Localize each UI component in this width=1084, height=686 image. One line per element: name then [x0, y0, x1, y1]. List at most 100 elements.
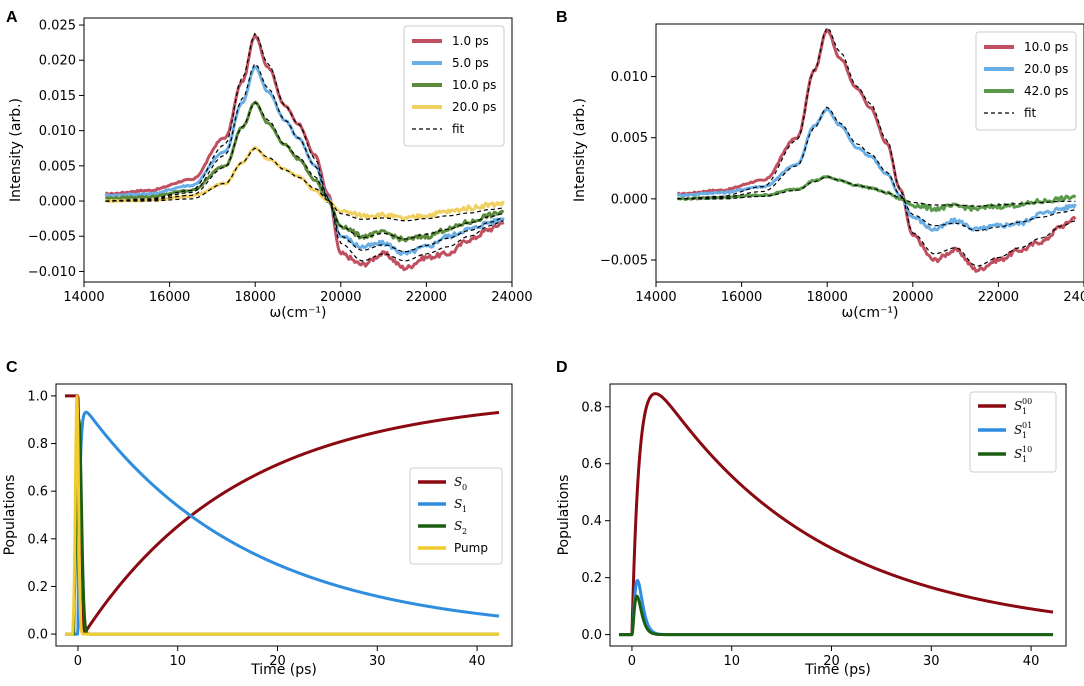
- y-axis-label: Intensity (arb.): [8, 98, 24, 202]
- x-tick-label: 40: [469, 654, 486, 669]
- panel-d: D 0 10 20 30 400.00.20.40.60.8 Time (ps) Pop…: [556, 359, 1067, 678]
- legend-label: 20.0 ps: [452, 100, 496, 114]
- fit-line: [677, 176, 1076, 207]
- x-tick-label: 22000: [978, 290, 1019, 305]
- y-tick-label: 0.6: [27, 485, 48, 500]
- y-axis-label: Populations: [556, 475, 572, 556]
- axis-ticks: 14000 16000 18000 20000 22000 24000 −0.005 0.00…: [600, 70, 1084, 305]
- series-line-d10: [617, 594, 1055, 637]
- legend-superscript: 01: [1022, 421, 1032, 430]
- y-tick-label: 0.010: [611, 70, 648, 85]
- y-tick-label: 0.020: [39, 54, 76, 69]
- legend-label: S: [1014, 399, 1022, 413]
- y-tick-label: 1.0: [27, 389, 48, 404]
- y-tick-label: 0.005: [611, 131, 648, 146]
- legend-subscript: 1: [1022, 455, 1027, 464]
- legend-label: 10.0 ps: [452, 78, 496, 92]
- y-axis-label: Intensity (arb.): [572, 98, 588, 202]
- series-line-5.0-ps: [104, 65, 505, 256]
- legend-label: fit: [1024, 106, 1037, 120]
- y-tick-label: 0.4: [581, 514, 602, 529]
- x-tick-label: 20: [269, 654, 286, 669]
- legend-label: Pump: [454, 541, 488, 555]
- series-line-1.0-ps: [105, 34, 505, 272]
- fit-line: [677, 106, 1076, 232]
- series-line-d01: [617, 579, 1055, 637]
- legend-label: 5.0 ps: [452, 56, 489, 70]
- x-tick-label: 22000: [406, 290, 447, 305]
- legend-superscript: 10: [1022, 445, 1032, 454]
- y-tick-label: 0.025: [39, 19, 76, 34]
- y-tick-label: −0.005: [600, 253, 648, 268]
- x-tick-label: 30: [923, 654, 940, 669]
- legend-subscript: 1: [1022, 431, 1027, 440]
- legend-label: S: [454, 497, 462, 511]
- x-tick-label: 10: [169, 654, 186, 669]
- y-tick-label: 0.2: [581, 571, 602, 586]
- x-tick-label: 20: [823, 654, 840, 669]
- legend-label: 20.0 ps: [1024, 62, 1068, 76]
- y-tick-label: 0.0: [581, 628, 602, 643]
- panel-letter-c: C: [6, 359, 18, 376]
- data-series: [676, 26, 1077, 273]
- x-tick-label: 0: [628, 654, 636, 669]
- series-line-pump: [63, 394, 501, 636]
- y-tick-label: 0.8: [27, 437, 48, 452]
- legend-subscript: 2: [462, 527, 467, 536]
- axis-ticks: 0 10 20 30 400.00.20.40.60.81.0: [27, 389, 485, 669]
- x-tick-label: 20000: [892, 290, 933, 305]
- x-axis-label: Time (ps): [804, 662, 871, 678]
- legend-label: fit: [452, 122, 465, 136]
- x-tick-label: 24000: [491, 290, 532, 305]
- x-tick-label: 0: [74, 654, 82, 669]
- plot-frame: [83, 17, 513, 283]
- x-tick-label: 18000: [235, 290, 276, 305]
- data-series: [617, 392, 1055, 637]
- x-tick-label: 14000: [63, 290, 104, 305]
- fit-line: [677, 26, 1076, 267]
- legend-superscript: 00: [1022, 397, 1032, 406]
- y-tick-label: 0.000: [39, 195, 76, 210]
- x-tick-label: 30: [369, 654, 386, 669]
- y-tick-label: 0.005: [39, 159, 76, 174]
- legend-subscript: 1: [1022, 407, 1027, 416]
- x-tick-label: 40: [1023, 654, 1040, 669]
- x-tick-label: 16000: [721, 290, 762, 305]
- y-axis-label: Populations: [2, 475, 18, 556]
- series-line-s1: [63, 410, 501, 636]
- x-tick-label: 10: [723, 654, 740, 669]
- panel-b: B 14000 16000 18000 20000 22000 24000 −0.005 0.…: [556, 9, 1084, 321]
- series-line-d00: [617, 392, 1055, 637]
- axis-ticks: 14000 16000 18000 20000 22000 24000 −0.010 −0.0…: [28, 19, 533, 305]
- series-line-10.0-ps: [677, 28, 1077, 273]
- data-series: [63, 394, 501, 636]
- y-tick-label: −0.010: [28, 265, 76, 280]
- legend-label: S: [1014, 447, 1022, 461]
- x-axis-label: ω(cm⁻¹): [842, 305, 899, 321]
- series-line-20.0-ps: [105, 146, 505, 222]
- panel-letter-a: A: [6, 9, 18, 26]
- plot-frame: [609, 383, 1067, 647]
- legend-label: S: [1014, 423, 1022, 437]
- axis-ticks: 0 10 20 30 400.00.20.40.60.8: [581, 400, 1039, 669]
- y-tick-label: 0.2: [27, 580, 48, 595]
- legend-label: S: [454, 519, 462, 533]
- legend-label: 42.0 ps: [1024, 84, 1068, 98]
- x-tick-label: 20000: [320, 290, 361, 305]
- x-tick-label: 14000: [635, 290, 676, 305]
- y-tick-label: 0.8: [581, 400, 602, 415]
- x-axis-label: Time (ps): [250, 662, 317, 678]
- y-tick-label: 0.010: [39, 124, 76, 139]
- y-tick-label: 0.4: [27, 532, 48, 547]
- data-series: [104, 32, 505, 272]
- panel-a: A 14000 16000 18000 20000 22000 24000 −0.010 −0…: [6, 9, 533, 321]
- x-axis-label: ω(cm⁻¹): [270, 305, 327, 321]
- plot-frame: [55, 383, 513, 647]
- legend: 1.0 ps 5.0 ps 10.0 ps 20.0 ps fit: [403, 25, 505, 147]
- y-tick-label: −0.005: [28, 230, 76, 245]
- legend-subscript: 0: [462, 483, 467, 492]
- x-tick-label: 24000: [1063, 290, 1084, 305]
- panel-c: C 0 10 20 30 400.00.20.40.60.81.0 Time (ps) …: [2, 359, 513, 678]
